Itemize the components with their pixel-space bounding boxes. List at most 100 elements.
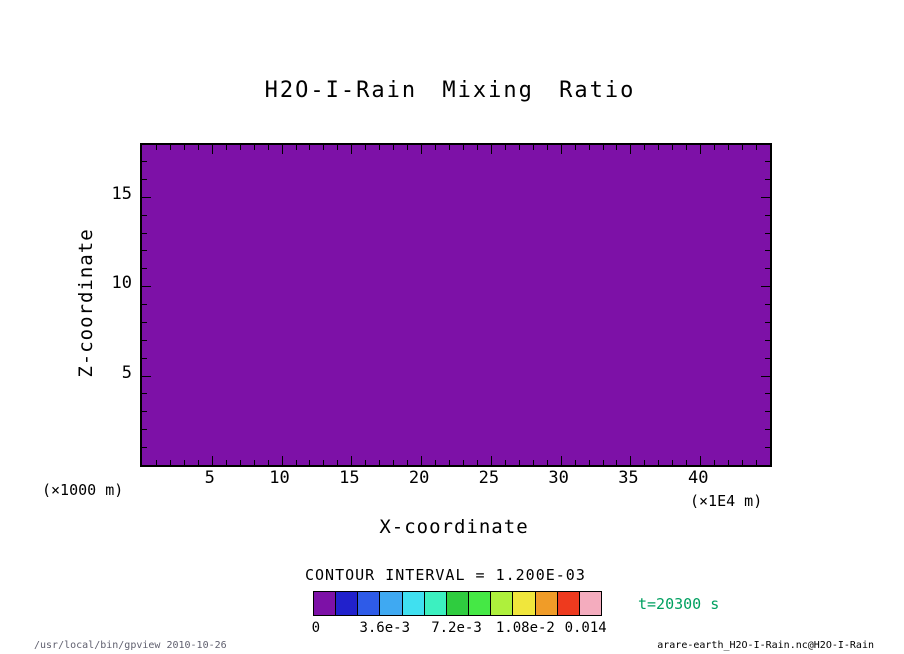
axis-tick bbox=[142, 358, 147, 359]
axis-tick bbox=[142, 215, 147, 216]
axis-tick bbox=[351, 456, 352, 465]
axis-tick bbox=[142, 376, 151, 377]
axis-tick bbox=[728, 460, 729, 465]
x-tick-label: 15 bbox=[339, 468, 360, 488]
colorbar-value-label: 1.08e-2 bbox=[495, 620, 555, 636]
axis-tick bbox=[765, 340, 770, 341]
axis-tick bbox=[533, 460, 534, 465]
axis-tick bbox=[449, 460, 450, 465]
axis-tick bbox=[765, 447, 770, 448]
contour-interval-label: CONTOUR INTERVAL = 1.200E-03 bbox=[305, 566, 586, 584]
axis-tick bbox=[296, 460, 297, 465]
colorbar-segment bbox=[423, 592, 446, 615]
axis-tick bbox=[337, 145, 338, 150]
axis-tick bbox=[603, 145, 604, 150]
x-tick-label: 25 bbox=[478, 468, 500, 488]
colorbar-segment bbox=[314, 592, 336, 615]
axis-tick bbox=[765, 233, 770, 234]
axis-tick bbox=[421, 456, 422, 465]
axis-tick bbox=[589, 460, 590, 465]
footer-command-line: /usr/local/bin/gpview 2010-10-26 bbox=[34, 640, 227, 651]
time-label: t=20300 s bbox=[638, 595, 720, 613]
axis-tick bbox=[142, 304, 147, 305]
axis-tick bbox=[700, 145, 701, 154]
axis-tick bbox=[142, 233, 147, 234]
axis-tick bbox=[323, 145, 324, 150]
axis-tick bbox=[323, 460, 324, 465]
colorbar-segment bbox=[556, 592, 579, 615]
colorbar-segment bbox=[379, 592, 402, 615]
axis-tick bbox=[212, 456, 213, 465]
axis-tick bbox=[365, 460, 366, 465]
axis-tick bbox=[435, 460, 436, 465]
colorbar-segment bbox=[468, 592, 491, 615]
axis-tick bbox=[142, 429, 147, 430]
axis-tick bbox=[393, 145, 394, 150]
axis-tick bbox=[765, 304, 770, 305]
axis-tick bbox=[714, 145, 715, 150]
footer-source-file: arare-earth_H2O-I-Rain.nc@H2O-I-Rain bbox=[657, 640, 874, 651]
axis-tick bbox=[765, 393, 770, 394]
axis-tick bbox=[142, 322, 147, 323]
axis-tick bbox=[644, 460, 645, 465]
y-tick-label: 5 bbox=[121, 362, 132, 383]
axis-tick bbox=[561, 456, 562, 465]
colorbar-segment bbox=[335, 592, 358, 615]
axis-tick bbox=[575, 460, 576, 465]
axis-tick bbox=[491, 456, 492, 465]
axis-tick bbox=[142, 250, 147, 251]
axis-tick bbox=[742, 460, 743, 465]
colorbar-value-label: 3.6e-3 bbox=[359, 620, 411, 636]
axis-tick bbox=[519, 460, 520, 465]
axis-tick bbox=[282, 456, 283, 465]
axis-tick bbox=[686, 145, 687, 150]
axis-tick bbox=[756, 145, 757, 150]
axis-tick bbox=[268, 145, 269, 150]
axis-tick bbox=[254, 145, 255, 150]
axis-tick bbox=[156, 145, 157, 150]
axis-tick bbox=[644, 145, 645, 150]
axis-tick bbox=[765, 268, 770, 269]
x-tick-label: 10 bbox=[269, 468, 290, 488]
axis-tick bbox=[714, 460, 715, 465]
axis-tick bbox=[142, 179, 147, 180]
axis-tick bbox=[658, 145, 659, 150]
axis-tick bbox=[407, 145, 408, 150]
axis-tick bbox=[616, 460, 617, 465]
axis-tick bbox=[142, 268, 147, 269]
axis-tick bbox=[240, 460, 241, 465]
axis-tick bbox=[761, 197, 770, 198]
axis-tick bbox=[142, 286, 151, 287]
axis-tick bbox=[547, 145, 548, 150]
axis-tick bbox=[672, 145, 673, 150]
axis-tick bbox=[365, 145, 366, 150]
axis-tick bbox=[505, 460, 506, 465]
axis-tick bbox=[575, 145, 576, 150]
axis-tick bbox=[561, 145, 562, 154]
axis-tick bbox=[658, 460, 659, 465]
axis-tick bbox=[198, 145, 199, 150]
axis-tick bbox=[686, 460, 687, 465]
colorbar-segment bbox=[578, 592, 602, 615]
axis-tick bbox=[765, 179, 770, 180]
axis-tick bbox=[761, 286, 770, 287]
colorbar-value-label: 7.2e-3 bbox=[431, 620, 482, 636]
axis-tick bbox=[309, 145, 310, 150]
colorbar bbox=[313, 591, 602, 616]
axis-tick bbox=[505, 145, 506, 150]
axis-tick bbox=[765, 358, 770, 359]
axis-tick bbox=[630, 145, 631, 154]
axis-tick bbox=[212, 145, 213, 154]
axis-tick bbox=[765, 215, 770, 216]
axis-tick bbox=[700, 456, 701, 465]
axis-tick bbox=[226, 460, 227, 465]
axis-tick bbox=[421, 145, 422, 154]
axis-tick bbox=[463, 460, 464, 465]
axis-tick bbox=[170, 460, 171, 465]
axis-tick bbox=[198, 460, 199, 465]
y-axis-label: Z-coordinate bbox=[75, 228, 97, 378]
y-tick-label: 10 bbox=[111, 273, 132, 294]
x-tick-label: 30 bbox=[548, 468, 569, 488]
axis-tick bbox=[756, 460, 757, 465]
colorbar-segment bbox=[490, 592, 513, 615]
